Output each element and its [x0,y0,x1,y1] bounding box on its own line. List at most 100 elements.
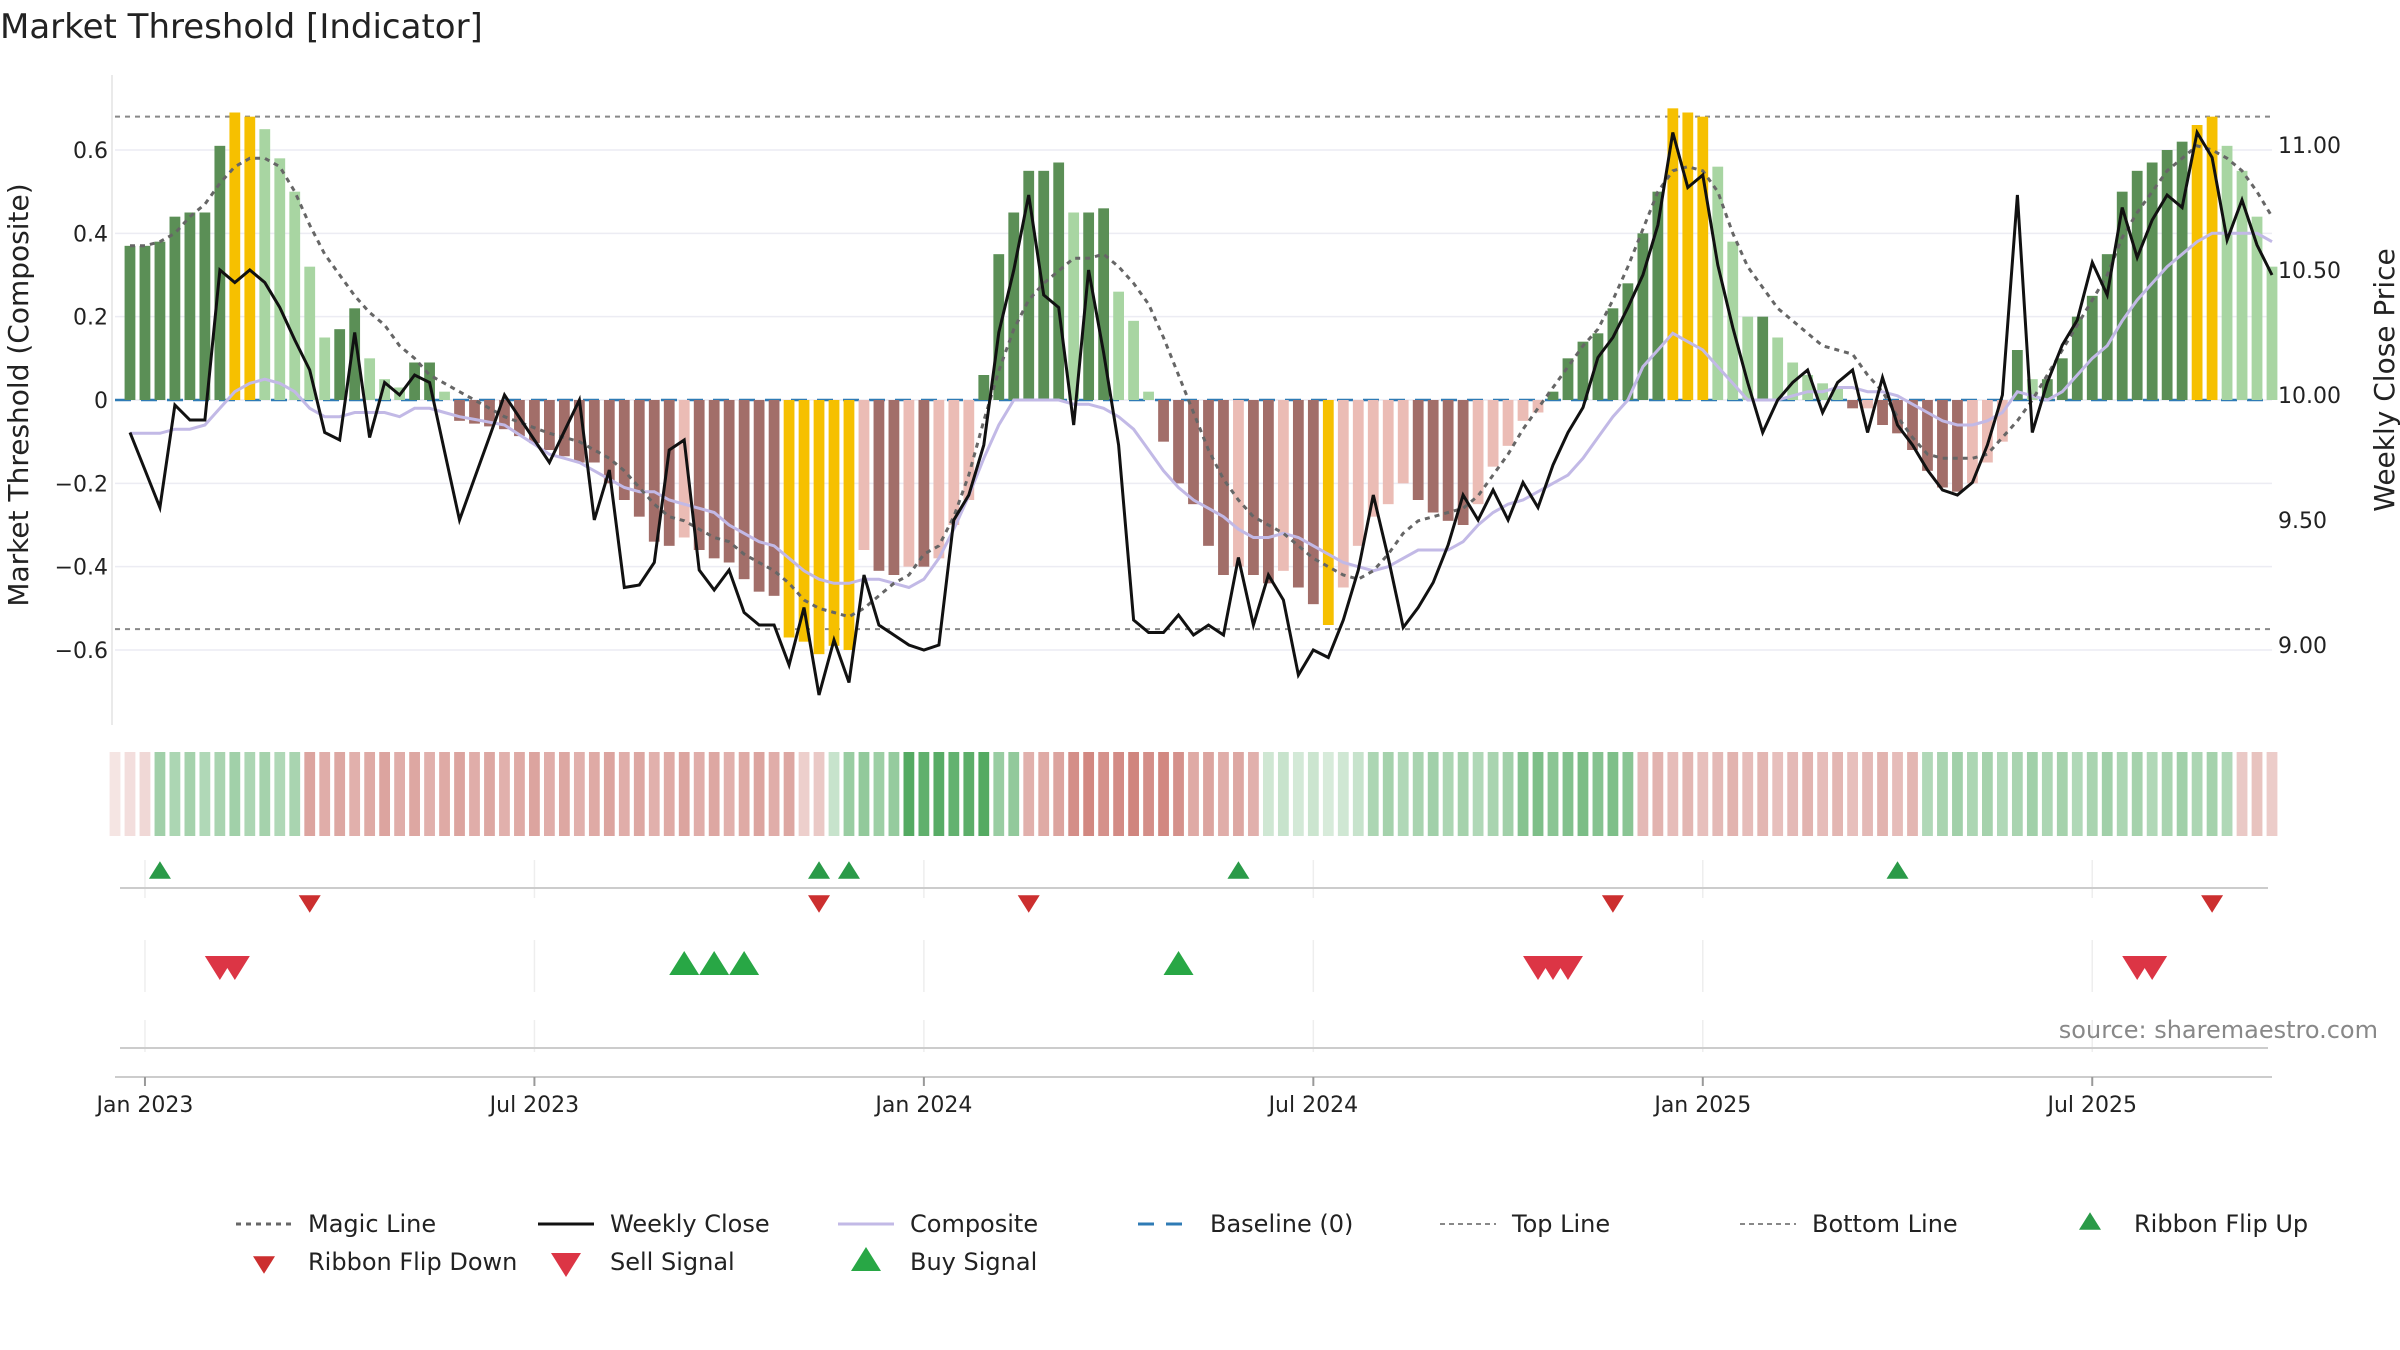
ribbon-cell [1233,752,1244,836]
composite-bar [529,400,540,444]
ribbon-cell [2176,752,2188,836]
ribbon-cell [1337,752,1349,836]
ribbon-cell [304,752,316,836]
legend-item-magic-line: Magic Line [236,1210,436,1238]
composite-bar [469,400,480,424]
composite-bar [1592,333,1604,400]
composite-bar [244,116,256,401]
ribbon-flip-down-marker [1017,895,1040,913]
ribbon-cell [1038,752,1050,836]
composite-bar [154,241,166,400]
composite-bar [1622,283,1634,400]
left-tick-label: 0.2 [73,306,108,331]
ribbon-cell [1892,752,1903,836]
legend-swatch [253,1256,275,1274]
ribbon-cell [648,752,660,836]
ribbon-cell [1682,752,1694,836]
composite-bar [888,400,900,575]
ribbon-cell [274,752,286,836]
composite-bar [454,400,465,421]
left-tick-label: 0.6 [73,139,108,164]
composite-bar [1967,400,1978,484]
ribbon-cell [618,752,630,836]
legend: Magic Line Weekly Close Composite Baseline … [236,1210,2308,1277]
ribbon-flip-up-marker [808,861,831,879]
ribbon-cell [2191,752,2203,836]
legend-swatch [851,1247,881,1271]
composite-bar [1757,316,1769,400]
composite-bar [2041,379,2053,400]
composite-bar [124,245,136,400]
composite-bar [858,400,870,550]
ribbon-cell [903,752,915,836]
composite-bar [1652,191,1664,400]
composite-bar [1502,400,1514,446]
ribbon-cell [1382,752,1394,836]
ribbon-cell [1532,752,1544,836]
composite-bar [1667,108,1679,400]
ribbon-cell [1847,752,1858,836]
composite-bar [2161,150,2173,400]
ribbon-cell [1442,752,1454,836]
composite-bar [618,400,630,500]
ribbon-cell [1667,752,1679,836]
composite-bar [364,358,376,400]
left-tick-label: −0.2 [55,472,108,497]
composite-bar [2191,125,2203,400]
composite-bar [1682,112,1694,400]
ribbon-cell [1113,752,1124,836]
axes: 0.6 0.4 0.2 0 −0.2 −0.4 −0.6 11.00 10.50 10.00 9.5… [55,75,2341,725]
ribbon-cell [603,752,615,836]
legend-item-ribbon-flip-down: Ribbon Flip Down [253,1248,517,1276]
buy-signal-marker [669,951,700,975]
ribbon-cell [1367,752,1379,836]
ribbon-cell [1937,752,1948,836]
x-tick-label: Jan 2023 [95,1093,194,1118]
composite-bar [199,212,211,400]
composite-bar [1472,400,1484,505]
legend-item-ribbon-flip-up: Ribbon Flip Up [2079,1210,2308,1238]
composite-bar [1892,400,1903,434]
ribbon-cell [1457,752,1469,836]
composite-bar [1322,400,1334,625]
composite-bar [1577,341,1589,400]
ribbon-cell [1637,752,1649,836]
composite-bar [499,400,510,430]
x-axis: Jan 2023 Jul 2023 Jan 2024 Jul 2024 Jan 2025… [95,1076,2272,1118]
composite-bar [409,362,420,400]
ribbon-cell [229,752,241,836]
composite-bar [2071,316,2083,400]
ribbon-cell [109,752,121,836]
ribbon-cell [439,752,450,836]
ribbon-cell [1877,752,1888,836]
ribbon-cell [1083,752,1095,836]
composite-bar [2206,116,2218,401]
ribbon-cell [1967,752,1978,836]
legend-item-buy-signal: Buy Signal [851,1247,1037,1276]
composite-bar [1697,116,1709,401]
ribbon-cell [1622,752,1634,836]
composite-bar [229,112,241,400]
ribbon-cell [1143,752,1154,836]
ribbon-cell [2056,752,2068,836]
ribbon-flip-up-marker [148,861,171,879]
ribbon-cell [469,752,480,836]
ribbon-cell [1772,752,1784,836]
right-tick-label: 9.50 [2278,509,2327,534]
chart-title: Market Threshold [Indicator] [0,7,483,47]
ribbon-cell [409,752,420,836]
ribbon-cell [1053,752,1065,836]
composite-bar [319,337,331,400]
composite-bar [1532,400,1544,413]
ribbon-cell [1592,752,1604,836]
ribbon-cell [2071,752,2083,836]
composite-bar [1008,212,1020,400]
x-tick-label: Jul 2023 [488,1093,580,1118]
ribbon-cell [514,752,525,836]
ribbon-cell [558,752,570,836]
composite-bar [1023,170,1035,400]
ribbon-cell [1248,752,1259,836]
composite-bar [1248,400,1259,575]
legend-swatch [551,1253,581,1277]
ribbon-cell [1832,752,1843,836]
